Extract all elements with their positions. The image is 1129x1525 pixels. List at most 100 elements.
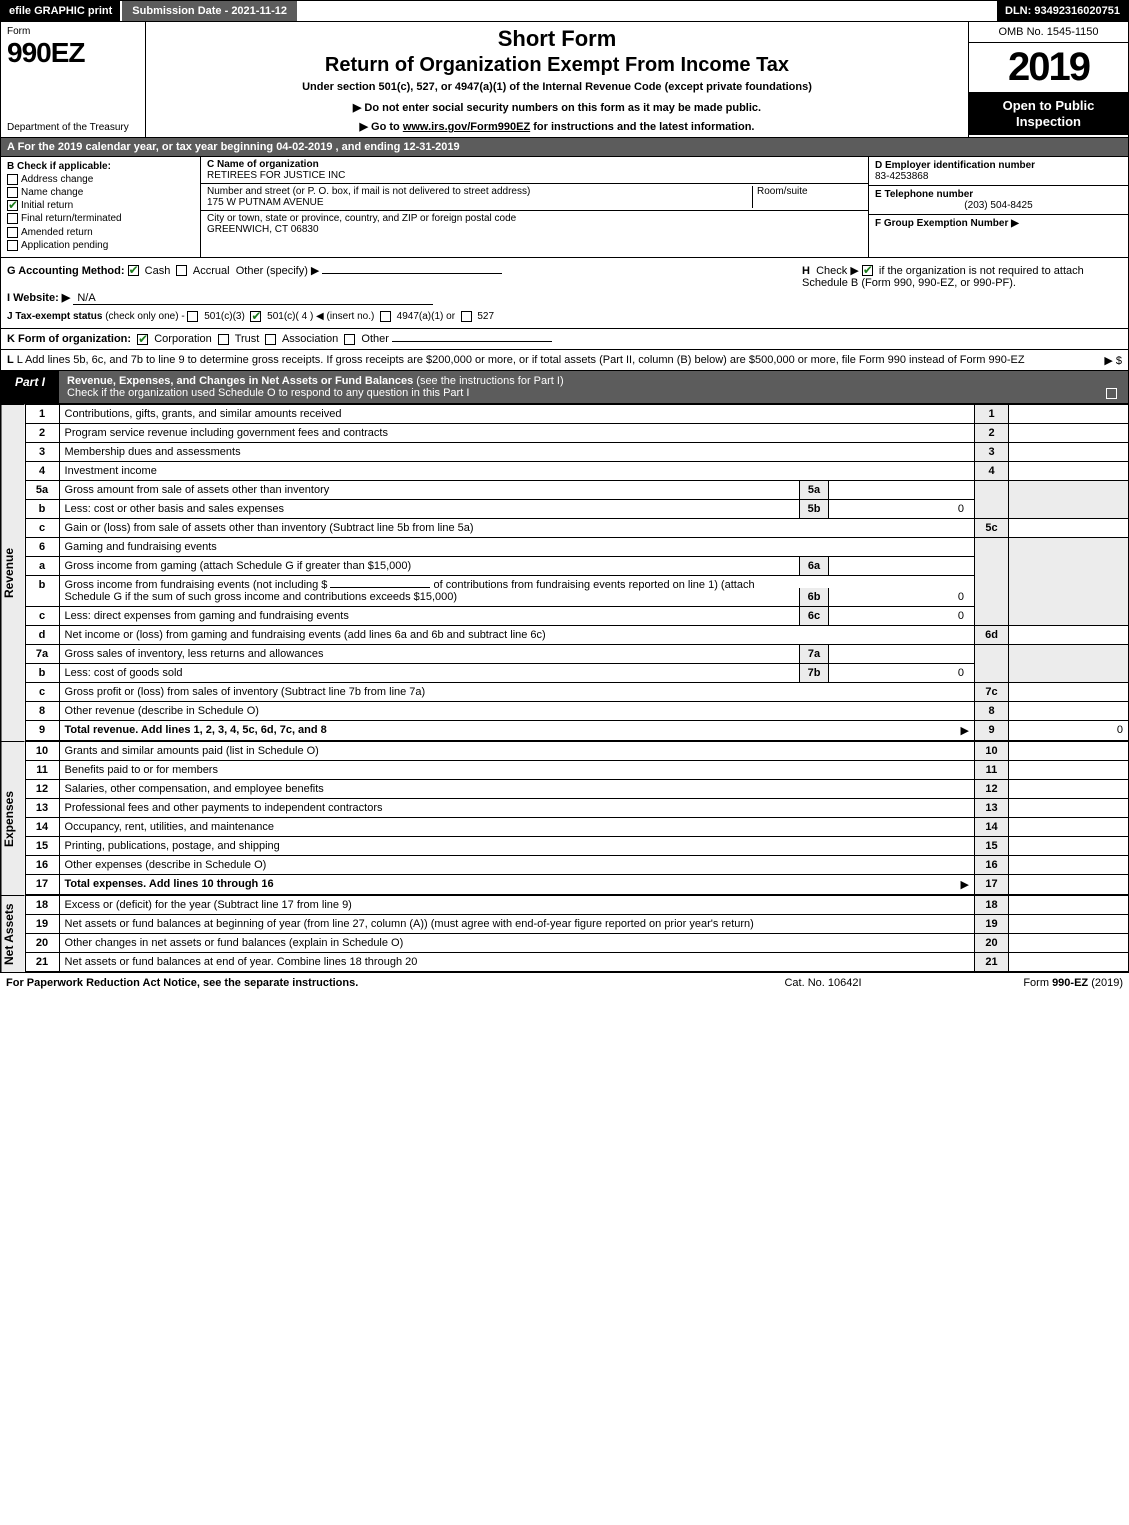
section-bcdef: B Check if applicable: Address change Na… [0, 157, 1129, 258]
e-phone-row: E Telephone number (203) 504-8425 [869, 186, 1128, 215]
column-def: D Employer identification number 83-4253… [868, 157, 1128, 257]
c-city-row: City or town, state or province, country… [201, 211, 868, 237]
line-19: 19Net assets or fund balances at beginni… [25, 914, 1128, 933]
j-label: J Tax-exempt status [7, 311, 102, 322]
c-street-label: Number and street (or P. O. box, if mail… [207, 186, 752, 197]
line-4: 4Investment income4 [25, 461, 1128, 480]
tax-year: 2019 [969, 43, 1128, 92]
room-suite-label: Room/suite [752, 186, 862, 208]
line-21: 21Net assets or fund balances at end of … [25, 952, 1128, 971]
section-ghij: G Accounting Method: Cash Accrual Other … [0, 258, 1129, 329]
chk-schedule-o[interactable] [1106, 388, 1117, 399]
line-15: 15Printing, publications, postage, and s… [25, 836, 1128, 855]
c-city-label: City or town, state or province, country… [207, 213, 862, 224]
topbar-spacer [297, 1, 997, 21]
line-6c: cLess: direct expenses from gaming and f… [25, 606, 1128, 625]
irs-link[interactable]: www.irs.gov/Form990EZ [403, 121, 530, 133]
expenses-side-label: Expenses [1, 741, 25, 895]
omb-number: OMB No. 1545-1150 [969, 22, 1128, 43]
line-10: 10Grants and similar amounts paid (list … [25, 741, 1128, 760]
row-i: I Website: ▶ N/A [7, 291, 802, 305]
chk-association[interactable] [265, 334, 276, 345]
org-city: GREENWICH, CT 06830 [207, 224, 862, 235]
line-6d: dNet income or (loss) from gaming and fu… [25, 625, 1128, 644]
row-k: K Form of organization: Corporation Trus… [0, 329, 1129, 350]
column-b: B Check if applicable: Address change Na… [1, 157, 201, 257]
efile-label[interactable]: efile GRAPHIC print [1, 1, 120, 21]
expenses-section: Expenses 10Grants and similar amounts pa… [0, 741, 1129, 895]
revenue-side-label: Revenue [1, 404, 25, 741]
line-7c: cGross profit or (loss) from sales of in… [25, 682, 1128, 701]
goto-prefix: ▶ Go to [360, 121, 403, 133]
line-6a: aGross income from gaming (attach Schedu… [25, 556, 1128, 575]
goto-suffix: for instructions and the latest informat… [533, 121, 754, 133]
line-6: 6Gaming and fundraising events [25, 537, 1128, 556]
footer-left: For Paperwork Reduction Act Notice, see … [6, 977, 723, 989]
chk-other-org[interactable] [344, 334, 355, 345]
line-14: 14Occupancy, rent, utilities, and mainte… [25, 817, 1128, 836]
chk-corporation[interactable] [137, 334, 148, 345]
submission-date: Submission Date - 2021-11-12 [120, 1, 297, 21]
revenue-section: Revenue 1Contributions, gifts, grants, a… [0, 404, 1129, 741]
line-6b: bGross income from fundraising events (n… [25, 575, 1128, 606]
k-label: K Form of organization: [7, 333, 131, 345]
chk-initial-return[interactable]: Initial return [7, 200, 194, 211]
part1-check-line: Check if the organization used Schedule … [67, 387, 469, 399]
short-form-title: Short Form [156, 26, 958, 52]
other-org-input[interactable] [392, 341, 552, 342]
row-g: G Accounting Method: Cash Accrual Other … [7, 264, 802, 277]
subtitle: Under section 501(c), 527, or 4947(a)(1)… [156, 81, 958, 93]
d-ein-row: D Employer identification number 83-4253… [869, 157, 1128, 186]
j-sub: (check only one) - [105, 311, 184, 322]
chk-527[interactable] [461, 311, 472, 322]
part1-header: Part I Revenue, Expenses, and Changes in… [0, 371, 1129, 404]
row-h: H Check ▶ if the organization is not req… [802, 264, 1122, 322]
expenses-table: 10Grants and similar amounts paid (list … [25, 741, 1129, 895]
line-5b: bLess: cost or other basis and sales exp… [25, 499, 1128, 518]
chk-name-change[interactable]: Name change [7, 187, 194, 198]
netassets-side-label: Net Assets [1, 895, 25, 972]
line-11: 11Benefits paid to or for members11 [25, 760, 1128, 779]
line-5a: 5aGross amount from sale of assets other… [25, 480, 1128, 499]
ein-label: D Employer identification number [875, 160, 1122, 171]
line-2: 2Program service revenue including gover… [25, 423, 1128, 442]
main-title: Return of Organization Exempt From Incom… [156, 54, 958, 77]
chk-application-pending[interactable]: Application pending [7, 240, 194, 251]
chk-address-change[interactable]: Address change [7, 174, 194, 185]
chk-final-return[interactable]: Final return/terminated [7, 213, 194, 224]
6b-contrib-input[interactable] [330, 587, 430, 588]
chk-accrual[interactable] [176, 265, 187, 276]
chk-501c[interactable] [250, 311, 261, 322]
page-footer: For Paperwork Reduction Act Notice, see … [0, 972, 1129, 993]
row-j: J Tax-exempt status (check only one) - 5… [7, 311, 802, 322]
ssn-warning: ▶ Do not enter social security numbers o… [156, 101, 958, 114]
chk-4947[interactable] [380, 311, 391, 322]
part1-tab: Part I [1, 371, 59, 403]
chk-schedule-b[interactable] [862, 265, 873, 276]
revenue-table: 1Contributions, gifts, grants, and simil… [25, 404, 1129, 741]
chk-amended-return[interactable]: Amended return [7, 227, 194, 238]
f-group-row: F Group Exemption Number ▶ [869, 215, 1128, 257]
line-17: 17Total expenses. Add lines 10 through 1… [25, 874, 1128, 894]
other-specify-input[interactable] [322, 273, 502, 274]
chk-cash[interactable] [128, 265, 139, 276]
c-name-row: C Name of organization RETIREES FOR JUST… [201, 157, 868, 184]
chk-501c3[interactable] [187, 311, 198, 322]
g-label: G Accounting Method: [7, 265, 125, 277]
net-assets-section: Net Assets 18Excess or (deficit) for the… [0, 895, 1129, 972]
footer-right: Form 990-EZ (2019) [923, 977, 1123, 989]
chk-trust[interactable] [218, 334, 229, 345]
column-c: C Name of organization RETIREES FOR JUST… [201, 157, 868, 257]
ghij-left: G Accounting Method: Cash Accrual Other … [7, 264, 802, 322]
line-13: 13Professional fees and other payments t… [25, 798, 1128, 817]
c-street-row: Number and street (or P. O. box, if mail… [201, 184, 868, 211]
row-l-text: L Add lines 5b, 6c, and 7b to line 9 to … [17, 354, 1025, 366]
line-7a: 7aGross sales of inventory, less returns… [25, 644, 1128, 663]
row-a-tax-year: A For the 2019 calendar year, or tax yea… [0, 138, 1129, 157]
line-16: 16Other expenses (describe in Schedule O… [25, 855, 1128, 874]
netassets-table: 18Excess or (deficit) for the year (Subt… [25, 895, 1129, 972]
line-3: 3Membership dues and assessments3 [25, 442, 1128, 461]
phone-label: E Telephone number [875, 189, 1122, 200]
line-7b: bLess: cost of goods sold7b0 [25, 663, 1128, 682]
line-12: 12Salaries, other compensation, and empl… [25, 779, 1128, 798]
